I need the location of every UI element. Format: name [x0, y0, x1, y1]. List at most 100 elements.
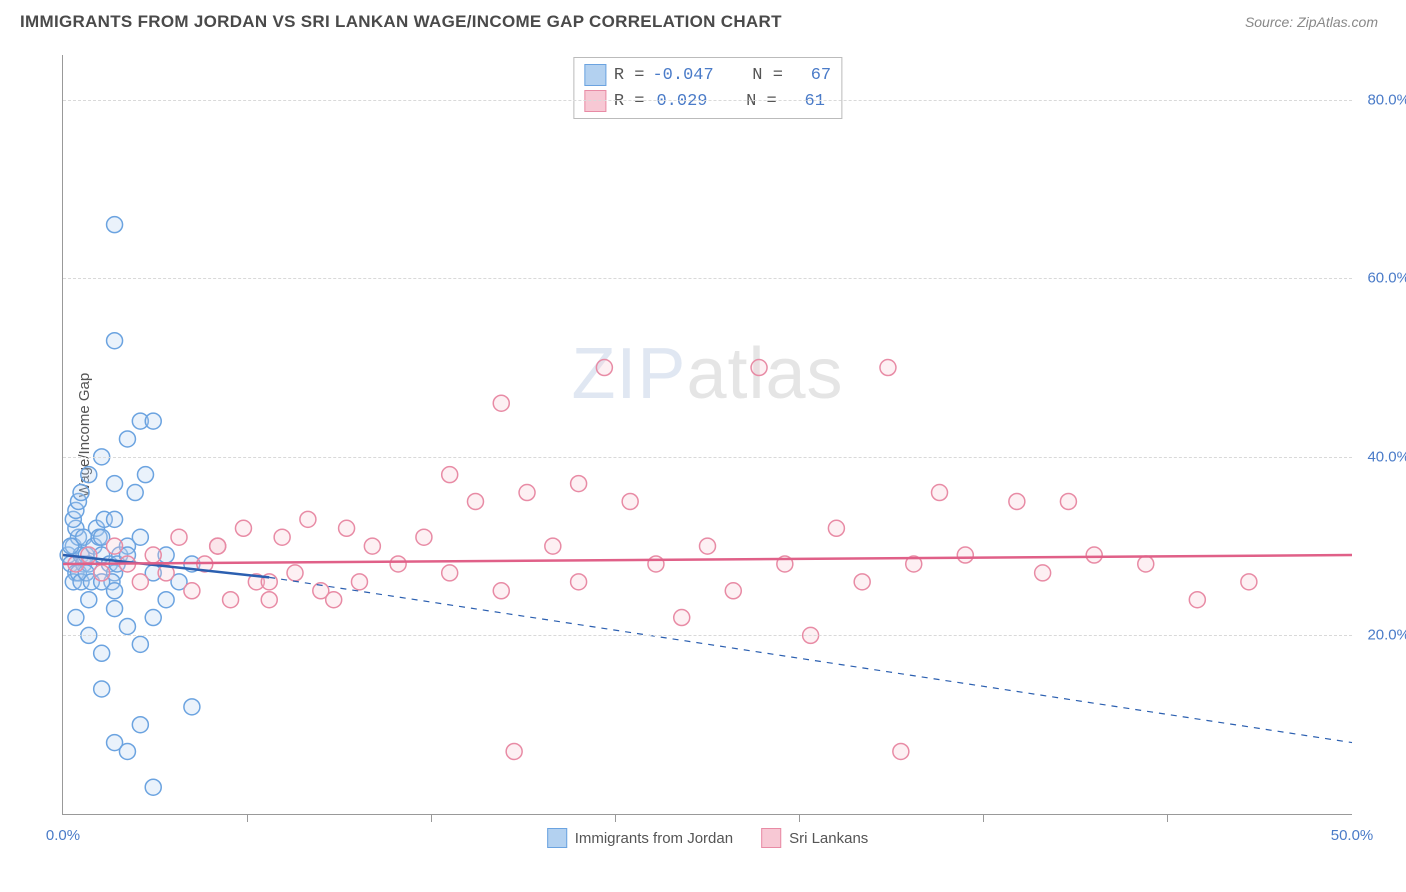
- x-minor-tick: [1167, 814, 1168, 822]
- scatter-point: [210, 538, 226, 554]
- scatter-point: [893, 743, 909, 759]
- scatter-point: [493, 395, 509, 411]
- scatter-point: [132, 636, 148, 652]
- legend-swatch: [761, 828, 781, 848]
- stats-n-label: N =: [722, 66, 793, 85]
- legend-bottom: Immigrants from Jordan Sri Lankans: [547, 828, 869, 848]
- scatter-point: [339, 520, 355, 536]
- scatter-point: [184, 583, 200, 599]
- stats-row: R = -0.047 N = 67: [584, 62, 831, 88]
- scatter-point: [648, 556, 664, 572]
- scatter-point: [300, 511, 316, 527]
- scatter-point: [326, 592, 342, 608]
- x-tick-label: 50.0%: [1331, 827, 1374, 844]
- y-tick-label: 60.0%: [1367, 270, 1406, 287]
- scatter-point: [145, 779, 161, 795]
- gridline: [63, 278, 1352, 279]
- scatter-point: [957, 547, 973, 563]
- scatter-point: [390, 556, 406, 572]
- plot-svg: [63, 55, 1352, 814]
- stats-r-value: -0.047: [652, 66, 713, 85]
- scatter-point: [145, 413, 161, 429]
- scatter-point: [81, 592, 97, 608]
- scatter-point: [287, 565, 303, 581]
- scatter-point: [622, 493, 638, 509]
- stats-row: R = 0.029 N = 61: [584, 88, 831, 114]
- scatter-point: [274, 529, 290, 545]
- scatter-point: [416, 529, 432, 545]
- scatter-point: [1086, 547, 1102, 563]
- scatter-point: [261, 592, 277, 608]
- scatter-point: [854, 574, 870, 590]
- scatter-point: [107, 476, 123, 492]
- scatter-point: [81, 467, 97, 483]
- scatter-point: [506, 743, 522, 759]
- y-tick-label: 80.0%: [1367, 91, 1406, 108]
- stats-legend-box: R = -0.047 N = 67 R = 0.029 N = 61: [573, 57, 842, 119]
- stats-r-value: 0.029: [652, 92, 707, 111]
- scatter-point: [107, 538, 123, 554]
- scatter-point: [145, 610, 161, 626]
- stats-n-value: 61: [795, 92, 825, 111]
- scatter-point: [725, 583, 741, 599]
- legend-swatch: [547, 828, 567, 848]
- scatter-point: [571, 476, 587, 492]
- scatter-point: [364, 538, 380, 554]
- stats-swatch: [584, 64, 606, 86]
- scatter-point: [1060, 493, 1076, 509]
- scatter-point: [68, 610, 84, 626]
- trend-line: [63, 555, 1352, 564]
- legend-label: Sri Lankans: [789, 830, 868, 847]
- stats-r-label: R =: [614, 92, 645, 111]
- scatter-point: [158, 592, 174, 608]
- scatter-point: [107, 601, 123, 617]
- scatter-point: [107, 511, 123, 527]
- scatter-point: [107, 333, 123, 349]
- gridline: [63, 457, 1352, 458]
- scatter-point: [596, 360, 612, 376]
- chart-container: Wage/Income Gap ZIPatlas R = -0.047 N = …: [50, 55, 1380, 815]
- x-minor-tick: [247, 814, 248, 822]
- x-minor-tick: [983, 814, 984, 822]
- scatter-point: [132, 717, 148, 733]
- scatter-point: [351, 574, 367, 590]
- legend-label: Immigrants from Jordan: [575, 830, 733, 847]
- x-minor-tick: [615, 814, 616, 822]
- scatter-point: [467, 493, 483, 509]
- scatter-point: [880, 360, 896, 376]
- legend-item: Immigrants from Jordan: [547, 828, 733, 848]
- scatter-point: [73, 485, 89, 501]
- scatter-point: [1189, 592, 1205, 608]
- scatter-point: [81, 547, 97, 563]
- scatter-point: [132, 529, 148, 545]
- scatter-point: [145, 547, 161, 563]
- scatter-point: [119, 618, 135, 634]
- stats-n-label: N =: [715, 92, 786, 111]
- scatter-point: [119, 431, 135, 447]
- scatter-point: [700, 538, 716, 554]
- scatter-point: [1009, 493, 1025, 509]
- y-tick-label: 20.0%: [1367, 627, 1406, 644]
- scatter-point: [127, 485, 143, 501]
- scatter-point: [751, 360, 767, 376]
- scatter-point: [137, 467, 153, 483]
- gridline: [63, 635, 1352, 636]
- scatter-point: [235, 520, 251, 536]
- scatter-point: [442, 467, 458, 483]
- scatter-point: [94, 565, 110, 581]
- scatter-point: [545, 538, 561, 554]
- x-tick-label: 0.0%: [46, 827, 80, 844]
- scatter-point: [442, 565, 458, 581]
- scatter-point: [107, 217, 123, 233]
- scatter-point: [107, 583, 123, 599]
- scatter-point: [119, 743, 135, 759]
- scatter-point: [571, 574, 587, 590]
- scatter-point: [493, 583, 509, 599]
- x-minor-tick: [799, 814, 800, 822]
- stats-n-value: 67: [801, 66, 831, 85]
- scatter-point: [171, 529, 187, 545]
- scatter-point: [223, 592, 239, 608]
- scatter-point: [932, 485, 948, 501]
- scatter-point: [184, 699, 200, 715]
- stats-swatch: [584, 90, 606, 112]
